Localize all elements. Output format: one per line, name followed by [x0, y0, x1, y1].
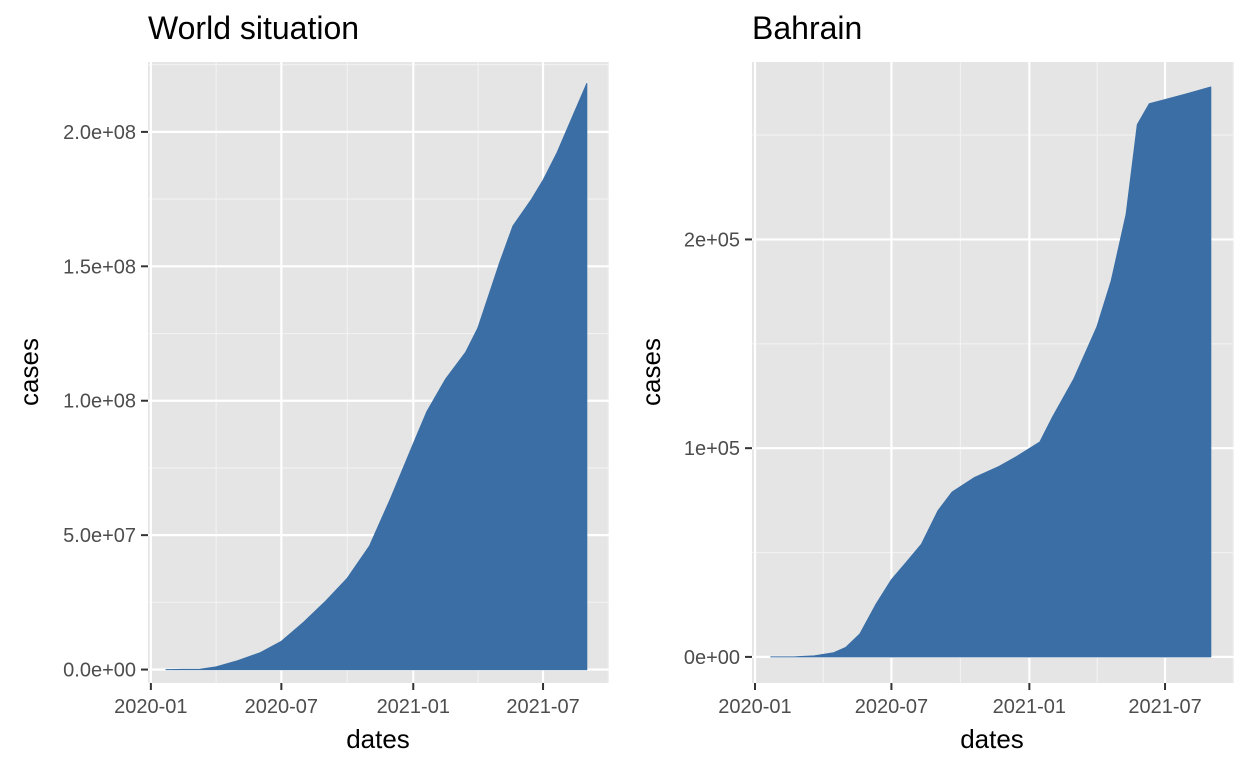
cases-area: [165, 83, 588, 671]
x-axis: 2020-01 2020-07 2021-01 2021-07: [718, 683, 1202, 718]
y-tick-label: 1.0e+08: [63, 391, 136, 413]
y-axis: 0e+00 1e+05 2e+05: [684, 229, 752, 669]
x-axis-title: dates: [346, 724, 410, 754]
y-axis-title: cases: [636, 338, 666, 406]
y-tick-label: 2e+05: [684, 229, 740, 251]
x-axis-title: dates: [960, 724, 1024, 754]
y-tick-label: 0e+00: [684, 647, 740, 669]
x-tick-label: 2020-01: [718, 696, 791, 718]
x-tick-label: 2021-07: [1128, 696, 1201, 718]
y-tick-label: 0.0e+00: [63, 660, 136, 682]
chart-title: World situation: [148, 10, 359, 46]
x-tick-label: 2021-01: [993, 696, 1066, 718]
y-axis: 0.0e+00 5.0e+07 1.0e+08 1.5e+08 2.0e+08: [63, 122, 148, 682]
panel-world: World situation 0.0e+00 5.0e+07 1.0e+08 1.5…: [14, 10, 609, 754]
x-tick-label: 2021-07: [506, 696, 579, 718]
y-tick-label: 5.0e+07: [63, 525, 136, 547]
x-tick-label: 2020-07: [245, 696, 318, 718]
x-tick-label: 2020-07: [855, 696, 928, 718]
x-tick-label: 2020-01: [114, 696, 187, 718]
y-tick-label: 1.5e+08: [63, 256, 136, 278]
y-tick-label: 1e+05: [684, 438, 740, 460]
x-axis: 2020-01 2020-07 2021-01 2021-07: [114, 683, 580, 718]
y-tick-label: 2.0e+08: [63, 122, 136, 144]
x-tick-label: 2021-01: [377, 696, 450, 718]
chart-title: Bahrain: [752, 10, 862, 46]
y-axis-title: cases: [14, 338, 44, 406]
cases-area: [770, 86, 1212, 658]
